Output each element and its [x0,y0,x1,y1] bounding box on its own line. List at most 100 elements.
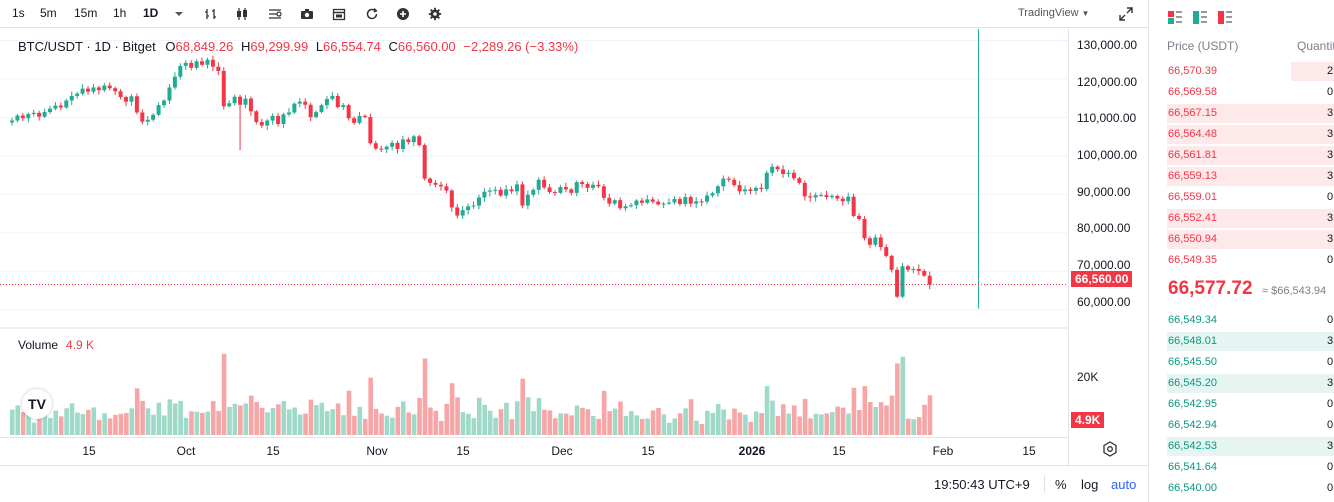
tradingview-menu[interactable]: TradingView ▼ [1018,7,1089,19]
volume-bar [699,423,705,435]
time-axis[interactable]: 15 Oct 15 Nov 15 Dec 15 2026 15 Feb 15 [0,437,1068,463]
calendar-icon[interactable] [331,6,347,22]
volume-bar [422,358,428,435]
candle-body [743,189,748,192]
candlestick-chart[interactable] [0,29,1068,437]
candle-body [770,166,775,173]
candle-body [531,189,536,195]
volume-bar [601,390,607,435]
log-toggle[interactable]: log [1081,477,1099,492]
candle-body [715,186,720,194]
add-icon[interactable] [395,6,411,22]
candle-body [80,88,85,94]
volume-bar [889,395,895,435]
percent-toggle[interactable]: % [1055,477,1067,492]
open-key: O [165,39,176,54]
bid-row[interactable]: 66,549.34 0. [1149,310,1334,331]
candle-body [384,146,389,150]
volume-bar [732,408,737,435]
volume-bar [829,412,835,435]
scale-settings-icon[interactable] [1102,441,1118,457]
ask-row[interactable]: 66,550.94 3. [1149,229,1334,250]
timeframe-5m[interactable]: 5m [40,6,57,20]
volume-bar [563,413,569,435]
volume-tick: 20K [1077,370,1099,384]
auto-toggle[interactable]: auto [1111,477,1137,492]
bid-row[interactable]: 66,542.95 0. [1149,394,1334,415]
timeframe-1s[interactable]: 1s [12,6,25,20]
candle-body [20,115,25,119]
candle-body [553,192,557,194]
volume-bar [466,413,471,435]
candle-body [156,105,161,115]
book-both-icon[interactable] [1168,11,1182,24]
volume-bar [357,406,363,435]
bid-row[interactable]: 66,548.01 3. [1149,331,1334,352]
ask-row[interactable]: 66,559.01 0. [1149,187,1334,208]
candle-body [514,184,519,192]
price-scale[interactable]: 130,000.00 120,000.00 110,000.00 100,000… [1068,29,1148,465]
candle-body [922,270,927,276]
candle-body [498,189,503,196]
chart-toolbar: 1s 5m 15m 1h 1D TradingView ▼ [0,0,1148,28]
bid-price: 66,542.53 [1168,440,1217,452]
time-tick: 2026 [738,444,766,458]
candle-body [129,96,134,102]
book-asks-icon[interactable] [1218,11,1232,24]
chart-area[interactable]: BTC/USDT · 1D · Bitget O68,849.26 H69,29… [0,29,1068,465]
timeframe-1d[interactable]: 1D [143,6,159,20]
volume-bar [623,415,629,435]
volume-bar [629,411,634,435]
replay-icon[interactable] [364,6,380,22]
bid-row[interactable]: 66,542.53 3. [1149,436,1334,457]
ask-quantity: 3. [1327,107,1334,119]
chevron-down-icon[interactable] [171,6,187,22]
candle-body [629,205,634,207]
low-value: 66,554.74 [323,39,381,54]
ask-row[interactable]: 66,567.15 3. [1149,103,1334,124]
ask-row[interactable]: 66,549.35 0. [1149,250,1334,271]
settings-icon[interactable] [427,6,443,22]
screenshot-icon[interactable] [299,6,315,22]
volume-bar [775,415,781,435]
timeframe-15m[interactable]: 15m [74,6,98,20]
bar-style-icon[interactable] [203,6,219,22]
volume-bar [688,399,694,435]
ask-row[interactable]: 66,570.39 2. [1149,61,1334,82]
candle-body [314,112,319,118]
bid-row[interactable]: 66,545.50 0. [1149,352,1334,373]
book-bids-icon[interactable] [1193,11,1207,24]
indicators-icon[interactable] [267,6,283,22]
candles-icon[interactable] [234,6,250,22]
volume-bar [286,409,292,435]
candle-body [786,172,791,174]
bid-row[interactable]: 66,542.94 0. [1149,415,1334,436]
tradingview-logo-icon[interactable]: TV [22,389,52,419]
bid-quantity: 0. [1327,398,1334,410]
volume-bar [156,402,162,435]
bid-row[interactable]: 66,541.64 0. [1149,457,1334,478]
candle-body [276,115,281,124]
timeframe-1h[interactable]: 1h [113,6,127,20]
ask-row[interactable]: 66,561.81 3. [1149,145,1334,166]
change-value: −2,289.26 (−3.33%) [463,39,579,54]
bid-row[interactable]: 66,545.20 3. [1149,373,1334,394]
symbol-label: BTC/USDT · 1D · Bitget [18,39,156,54]
ask-row[interactable]: 66,552.41 3. [1149,208,1334,229]
ask-row[interactable]: 66,569.58 0. [1149,82,1334,103]
candle-body [536,179,541,190]
candle-body [781,169,786,174]
candle-body [504,189,509,196]
candle-body [406,139,411,143]
volume-bar [69,403,75,435]
candle-body [232,96,237,104]
volume-bar [384,415,390,435]
candle-body [113,88,118,92]
volume-bar [254,402,259,435]
time-tick: Oct [176,444,196,458]
volume-bar [645,418,650,435]
bid-row[interactable]: 66,540.00 0. [1149,478,1334,499]
ask-row[interactable]: 66,564.48 3. [1149,124,1334,145]
ask-row[interactable]: 66,559.13 3. [1149,166,1334,187]
expand-icon[interactable] [1118,6,1134,22]
